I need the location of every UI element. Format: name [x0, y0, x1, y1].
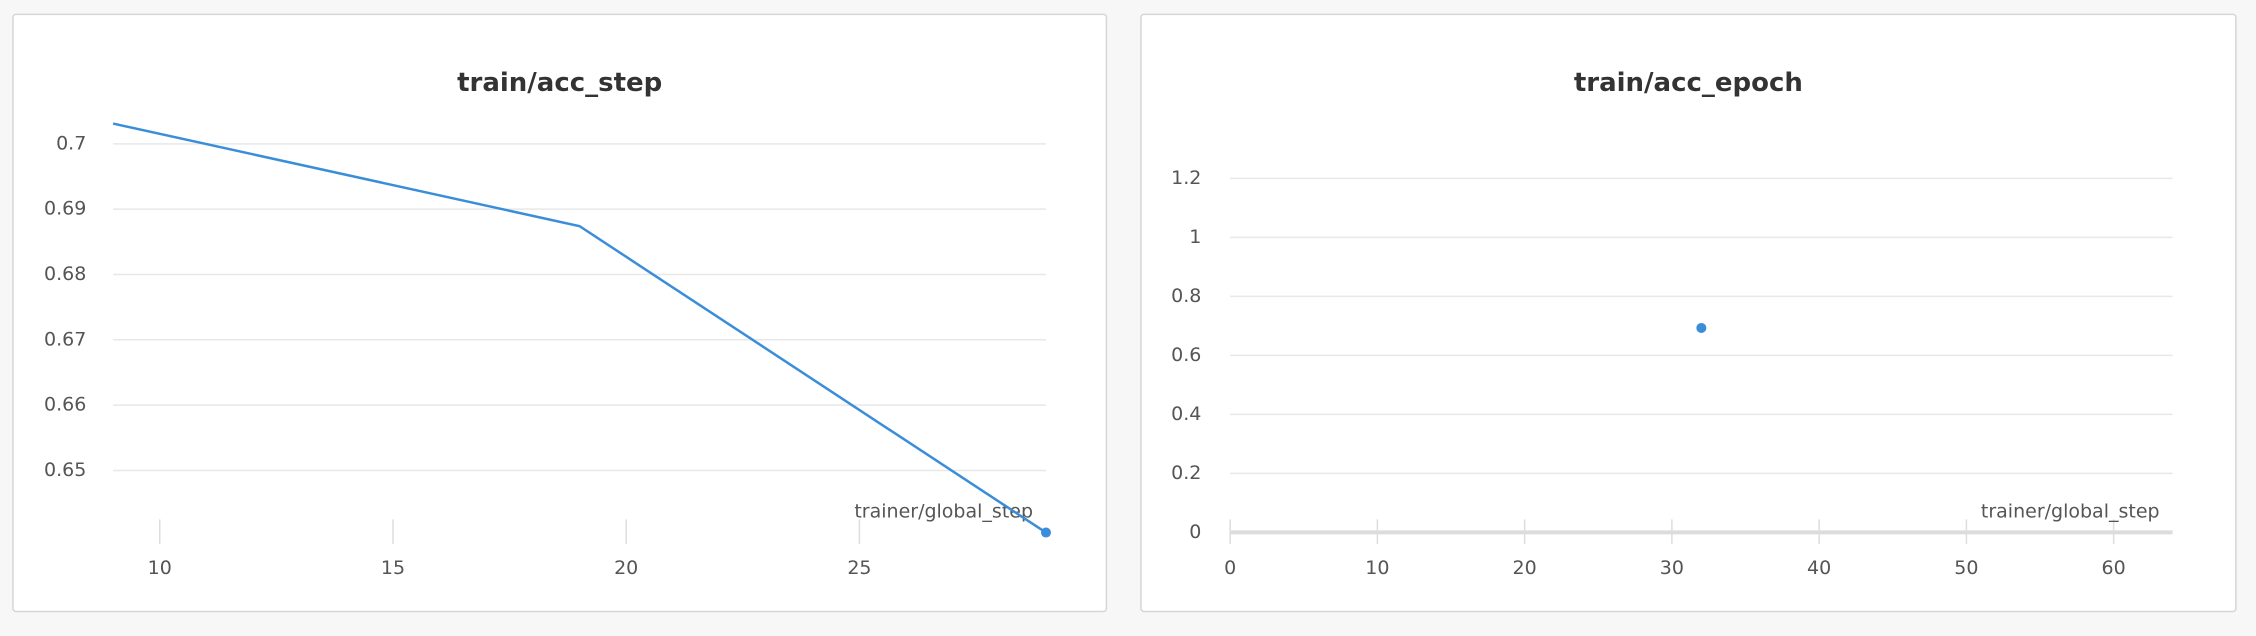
x-tick-label: 10: [1365, 557, 1389, 579]
x-tick-label: 20: [614, 557, 638, 579]
y-tick-label: 0.68: [44, 263, 86, 285]
x-axis-label: trainer/global_step: [854, 501, 1033, 523]
x-axis-label: trainer/global_step: [1981, 501, 2160, 523]
x-tick-label: 30: [1660, 557, 1684, 579]
point: [1696, 322, 1707, 333]
y-tick-label: 0.4: [1171, 403, 1201, 425]
y-tick-label: 1: [1189, 226, 1201, 248]
x-tick-label: 15: [381, 557, 405, 579]
x-tick-label: 60: [2102, 557, 2126, 579]
x-tick-label: 0: [1224, 557, 1236, 579]
line: [112, 122, 1047, 534]
chart-title: train/acc_epoch: [1574, 68, 1803, 98]
y-tick-label: 0.7: [56, 132, 86, 154]
x-tick-label: 40: [1807, 557, 1831, 579]
y-tick-label: 0.67: [44, 328, 86, 350]
y-tick-label: 0: [1189, 521, 1201, 543]
point: [1040, 527, 1051, 538]
panel: [12, 13, 1108, 613]
y-tick-label: 0.8: [1171, 285, 1201, 307]
chart-title: train/acc_step: [457, 68, 662, 98]
panel: [1140, 13, 2237, 613]
x-tick-label: 25: [847, 557, 871, 579]
x-tick-label: 10: [148, 557, 172, 579]
y-tick-label: 0.2: [1171, 462, 1201, 484]
y-tick-label: 0.69: [44, 198, 86, 220]
y-tick-label: 0.65: [44, 459, 86, 481]
x-tick-label: 20: [1513, 557, 1537, 579]
y-tick-label: 0.6: [1171, 344, 1201, 366]
y-tick-label: 0.66: [44, 394, 86, 416]
y-tick-label: 1.2: [1171, 167, 1201, 189]
x-tick-label: 50: [1954, 557, 1978, 579]
